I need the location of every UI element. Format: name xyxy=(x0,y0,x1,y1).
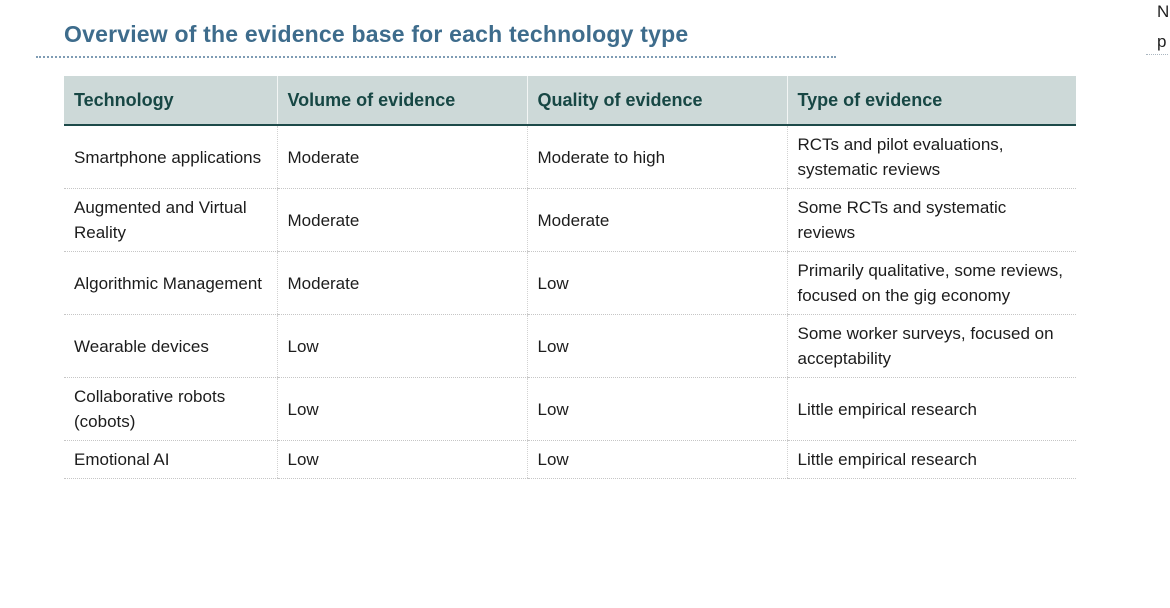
clipped-margin-text-line2: p xyxy=(1157,32,1167,51)
cell-type: Little empirical research xyxy=(786,377,1076,441)
cell-technology: Wearable devices xyxy=(64,314,277,378)
cell-type: RCTs and pilot evaluations, systematic r… xyxy=(786,125,1076,189)
table-row: Collaborative robots (cobots) Low Low Li… xyxy=(64,377,1076,441)
cell-type: Some worker surveys, focused on acceptab… xyxy=(786,314,1076,378)
cell-type: Little empirical research xyxy=(786,440,1076,479)
table-header-row: Technology Volume of evidence Quality of… xyxy=(64,76,1076,126)
cell-quality: Low xyxy=(526,314,787,378)
title-underline-divider xyxy=(36,56,836,58)
column-header-technology: Technology xyxy=(64,76,277,126)
cell-volume: Low xyxy=(276,377,527,441)
clipped-margin-text-line1: N xyxy=(1157,2,1170,21)
column-header-type: Type of evidence xyxy=(786,76,1076,126)
cell-quality: Low xyxy=(526,440,787,479)
page-title: Overview of the evidence base for each t… xyxy=(64,21,689,47)
cell-technology: Augmented and Virtual Reality xyxy=(64,188,277,252)
table-row: Wearable devices Low Low Some worker sur… xyxy=(64,314,1076,378)
cell-quality: Moderate xyxy=(526,188,787,252)
cell-technology: Smartphone applications xyxy=(64,125,277,189)
column-header-quality: Quality of evidence xyxy=(526,76,787,126)
cell-volume: Low xyxy=(276,440,527,479)
cell-quality: Low xyxy=(526,377,787,441)
clipped-margin-dotted-underline xyxy=(1146,54,1168,55)
clipped-margin-text: N p xyxy=(1157,0,1169,57)
cell-type: Some RCTs and systematic reviews xyxy=(786,188,1076,252)
table-row: Algorithmic Management Moderate Low Prim… xyxy=(64,251,1076,315)
cell-volume: Moderate xyxy=(276,251,527,315)
table-row: Augmented and Virtual Reality Moderate M… xyxy=(64,188,1076,252)
column-header-volume: Volume of evidence xyxy=(276,76,527,126)
cell-quality: Low xyxy=(526,251,787,315)
table-row: Smartphone applications Moderate Moderat… xyxy=(64,125,1076,189)
cell-volume: Moderate xyxy=(276,125,527,189)
cell-volume: Low xyxy=(276,314,527,378)
cell-technology: Emotional AI xyxy=(64,440,277,479)
evidence-table: Technology Volume of evidence Quality of… xyxy=(64,76,1076,479)
cell-type: Primarily qualitative, some reviews, foc… xyxy=(786,251,1076,315)
cell-volume: Moderate xyxy=(276,188,527,252)
cell-technology: Collaborative robots (cobots) xyxy=(64,377,277,441)
table-row: Emotional AI Low Low Little empirical re… xyxy=(64,440,1076,479)
cell-quality: Moderate to high xyxy=(526,125,787,189)
cell-technology: Algorithmic Management xyxy=(64,251,277,315)
